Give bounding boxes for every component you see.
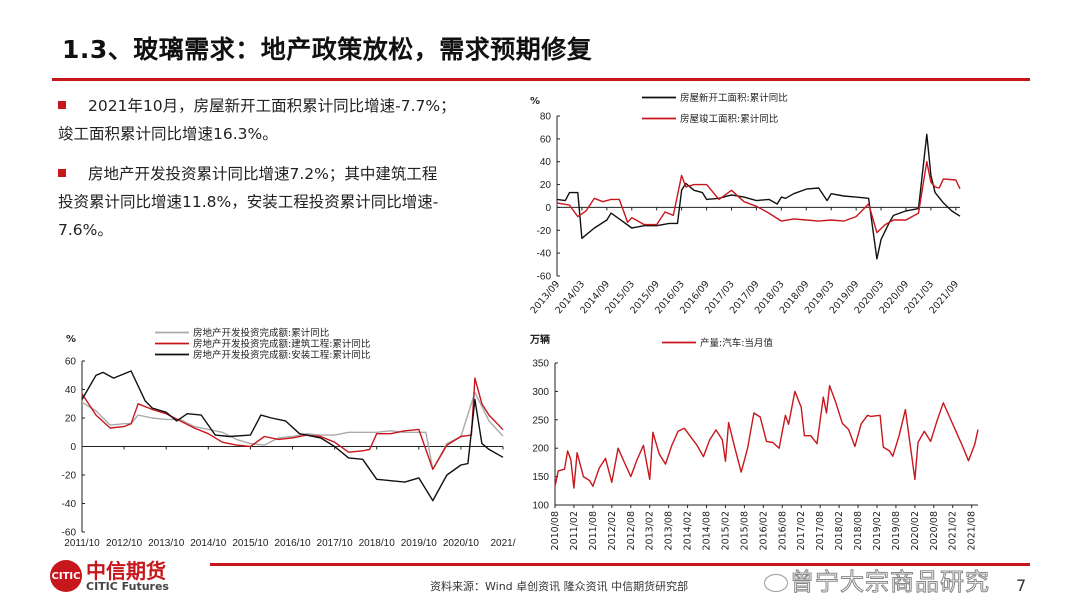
x-tick-label: 2015/02: [720, 511, 731, 550]
y-tick-label: 350: [532, 359, 549, 370]
x-tick-label: 2015/08: [739, 511, 750, 550]
source-note: 资料来源：Wind 卓创资讯 隆众资讯 中信期货研究部: [430, 580, 689, 593]
x-tick-label: 2012/08: [626, 511, 637, 550]
y-tick-label: 40: [540, 157, 552, 168]
x-tick-label: 2021/02: [948, 511, 959, 550]
x-tick-label: 2013/10: [148, 538, 185, 549]
x-tick-label: 2017/08: [815, 511, 826, 550]
y-tick-label: 0: [70, 442, 76, 453]
x-tick-label: 2016/10: [274, 538, 311, 549]
x-tick-label: 2012/10: [106, 538, 143, 549]
y-unit-label: %: [530, 96, 540, 107]
y-unit-label: %: [66, 334, 76, 345]
y-tick-label: -60: [62, 528, 77, 539]
x-tick-label: 2012/02: [607, 511, 618, 550]
bullet-item: 房地产开发投资累计同比增速7.2%；其中建筑工程 投资累计同比增速11.8%，安…: [58, 160, 518, 244]
x-tick-label: 2021/08: [967, 511, 978, 550]
legend-label: 房地产开发投资完成额:安装工程:累计同比: [193, 349, 370, 361]
y-tick-label: 20: [65, 414, 77, 425]
watermark: 曾宁大宗商品研究: [790, 568, 990, 597]
y-tick-label: 250: [532, 415, 549, 426]
x-tick-label: 2018/08: [853, 511, 864, 550]
logo-cn: 中信期货: [86, 558, 166, 583]
citic-emblem-icon: CITIC: [50, 560, 82, 592]
wechat-icon: [764, 574, 788, 592]
y-tick-label: -60: [537, 272, 552, 283]
x-tick-label: 2021/: [490, 538, 515, 549]
citic-logo: CITIC 中信期货 CITIC Futures: [50, 560, 169, 592]
series-line: [556, 161, 961, 234]
legend-label: 房屋竣工面积:累计同比: [680, 113, 778, 125]
y-unit-label: 万辆: [529, 333, 550, 346]
x-tick-label: 2015/10: [232, 538, 269, 549]
bullet-item: 2021年10月，房屋新开工面积累计同比增速-7.7%； 竣工面积累计同比增速1…: [58, 92, 518, 148]
bullet-text: 2021年10月，房屋新开工面积累计同比增速-7.7%；: [88, 97, 456, 115]
x-tick-label: 2016/08: [777, 511, 788, 550]
x-tick-label: 2020/02: [910, 511, 921, 550]
y-tick-label: 20: [540, 180, 552, 191]
x-tick-label: 2014/02: [683, 511, 694, 550]
x-tick-label: 2019/02: [872, 511, 883, 550]
bullet-text: 7.6%。: [58, 221, 113, 239]
page-number: 7: [1016, 576, 1027, 595]
series-line: [556, 133, 961, 260]
y-tick-label: 200: [532, 444, 549, 455]
x-tick-label: 2013/08: [664, 511, 675, 550]
x-tick-label: 2020/08: [929, 511, 940, 550]
bullet-text: 竣工面积累计同比增速16.3%。: [58, 125, 278, 143]
x-tick-label: 2019/10: [401, 538, 438, 549]
y-tick-label: 100: [532, 501, 549, 512]
x-tick-label: 2016/02: [758, 511, 769, 550]
title-divider: [52, 78, 1030, 81]
x-tick-label: 2020/10: [443, 538, 480, 549]
series-line: [554, 385, 979, 489]
bullet-text: 房地产开发投资累计同比增速7.2%；其中建筑工程: [88, 165, 438, 183]
legend-label: 产量:汽车:当月值: [700, 337, 773, 349]
x-tick-label: 2018/10: [359, 538, 396, 549]
x-tick-label: 2017/02: [796, 511, 807, 550]
x-tick-label: 2014/08: [702, 511, 713, 550]
y-tick-label: 150: [532, 472, 549, 483]
x-tick-label: 2013/02: [645, 511, 656, 550]
x-tick-label: 2010/08: [550, 511, 561, 550]
slide-title: 1.3、玻璃需求：地产政策放松，需求预期修复: [62, 35, 593, 64]
y-tick-label: 40: [65, 385, 77, 396]
y-tick-label: 300: [532, 387, 549, 398]
x-tick-label: 2014/10: [190, 538, 227, 549]
legend-label: 房屋新开工面积:累计同比: [680, 92, 788, 104]
y-tick-label: -20: [537, 226, 552, 237]
x-tick-label: 2018/02: [834, 511, 845, 550]
bullet-list: 2021年10月，房屋新开工面积累计同比增速-7.7%； 竣工面积累计同比增速1…: [58, 92, 518, 256]
y-tick-label: -40: [62, 499, 77, 510]
bullet-text: 投资累计同比增速11.8%，安装工程投资累计同比增速-: [58, 193, 439, 211]
x-tick-label: 2011/10: [64, 538, 100, 549]
y-tick-label: -20: [62, 471, 77, 482]
x-tick-label: 2011/02: [569, 511, 580, 550]
series-line: [81, 391, 504, 470]
y-tick-label: 80: [540, 112, 552, 123]
y-tick-label: 60: [540, 134, 552, 145]
x-tick-label: 2017/10: [317, 538, 354, 549]
legend-label: 房地产开发投资完成额:累计同比: [193, 327, 329, 339]
footer-divider: [210, 563, 1030, 566]
x-tick-label: 2019/08: [891, 511, 902, 550]
series-line: [81, 370, 504, 502]
y-tick-label: 0: [545, 203, 551, 214]
logo-en: CITIC Futures: [86, 579, 169, 593]
bullet-square-icon: [58, 100, 66, 109]
x-tick-label: 2011/08: [588, 511, 599, 550]
y-tick-label: 60: [65, 357, 77, 368]
y-tick-label: -40: [537, 249, 552, 260]
legend-label: 房地产开发投资完成额:建筑工程:累计同比: [193, 338, 370, 350]
bullet-square-icon: [58, 168, 66, 177]
